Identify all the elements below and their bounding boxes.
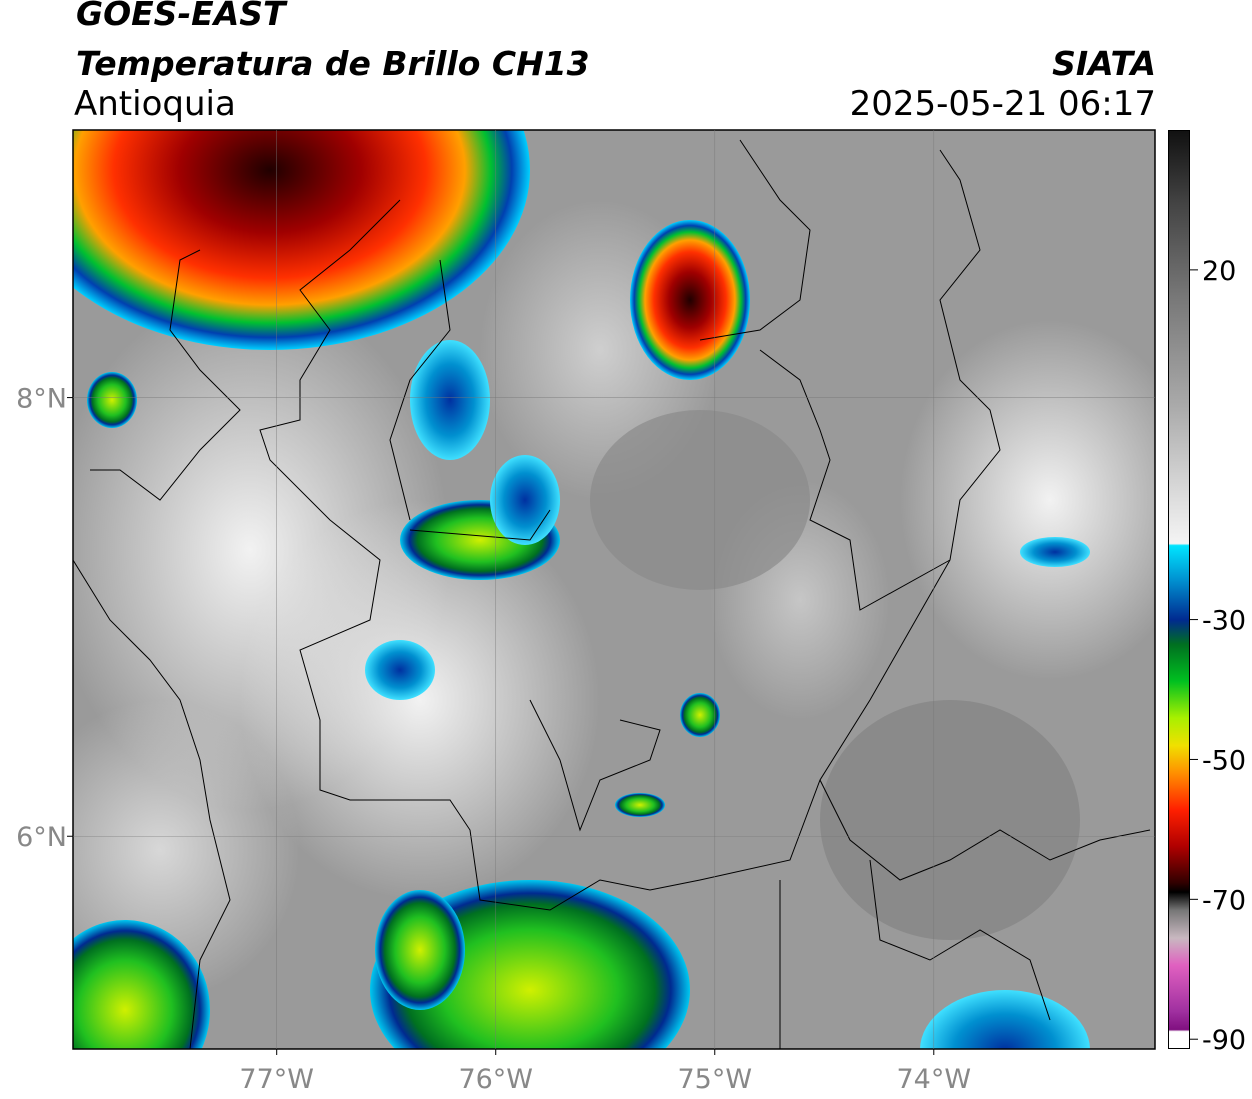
lon-label: 75°W	[677, 1064, 752, 1095]
datetime: 2025-05-21 06:17	[849, 84, 1156, 124]
lon-label: 74°W	[897, 1064, 972, 1095]
lat-label: 6°N	[16, 822, 67, 853]
product: Temperatura de Brillo CH13	[76, 44, 590, 83]
lon-label: 77°W	[239, 1064, 314, 1095]
colorbar-label: -30	[1202, 606, 1246, 637]
satellite: GOES-EAST	[76, 0, 286, 33]
source: SIATA	[1052, 44, 1156, 83]
colorbar-label: -90	[1202, 1025, 1246, 1056]
map-frame	[72, 129, 1156, 1050]
lon-label: 76°W	[458, 1064, 533, 1095]
region: Antioquia	[74, 84, 236, 124]
colorbar-label: -50	[1202, 745, 1246, 776]
imagery	[73, 130, 1155, 1049]
colorbar	[1168, 130, 1190, 1049]
lat-label: 8°N	[16, 384, 67, 415]
colorbar-label: -70	[1202, 885, 1246, 916]
colorbar-label: 20	[1202, 256, 1236, 287]
